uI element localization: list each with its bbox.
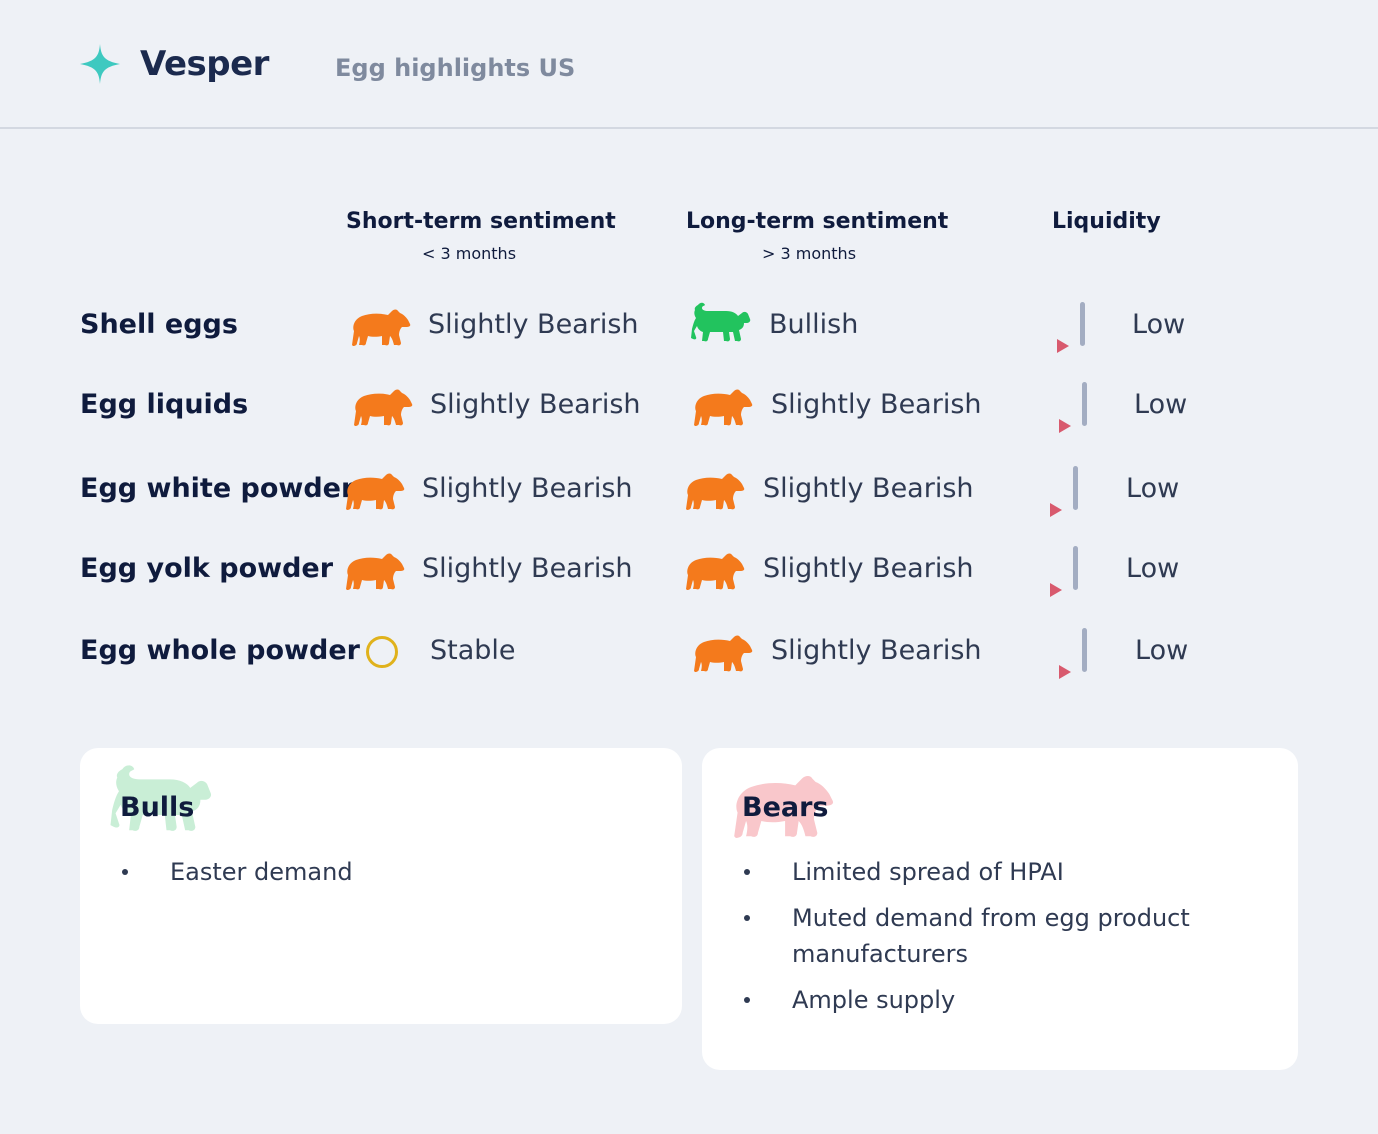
liquidity-marker-icon — [1059, 419, 1071, 433]
liquidity-bar-icon — [1073, 546, 1078, 590]
bulls-card: Bulls Easter demand — [80, 748, 682, 1024]
list-item: Limited spread of HPAI — [792, 858, 1064, 886]
liquidity-value: Low — [1126, 553, 1180, 584]
liquidity-bar-icon — [1080, 302, 1085, 346]
row-label: Egg yolk powder — [80, 553, 334, 584]
bears-title: Bears — [742, 792, 829, 823]
row-label: Egg whole powder — [80, 635, 360, 666]
liquidity-bar-icon — [1082, 382, 1087, 426]
long-term-value: Slightly Bearish — [763, 473, 974, 504]
list-item: Ample supply — [792, 986, 956, 1014]
bear-icon — [688, 385, 754, 427]
bear-icon — [340, 469, 406, 511]
short-term-header: Short-term sentiment — [346, 209, 616, 234]
bullet-icon — [744, 915, 750, 921]
circle-icon — [366, 636, 398, 668]
bear-icon — [680, 469, 746, 511]
bull-icon — [686, 301, 752, 343]
liquidity-marker-icon — [1059, 665, 1071, 679]
long-term-value: Slightly Bearish — [771, 389, 982, 420]
bears-card: Bears Limited spread of HPAI Muted deman… — [702, 748, 1298, 1070]
bear-icon — [340, 549, 406, 591]
liquidity-bar-icon — [1082, 628, 1087, 672]
liquidity-value: Low — [1134, 389, 1188, 420]
short-term-value: Slightly Bearish — [422, 553, 633, 584]
short-term-subheader: < 3 months — [422, 244, 517, 263]
short-term-value: Slightly Bearish — [422, 473, 633, 504]
long-term-subheader: > 3 months — [762, 244, 857, 263]
page-title: Egg highlights US — [335, 54, 576, 82]
row-label: Egg white powder — [80, 473, 355, 504]
bear-icon — [348, 385, 414, 427]
bear-icon — [680, 549, 746, 591]
bulls-title: Bulls — [120, 792, 195, 823]
liquidity-marker-icon — [1050, 503, 1062, 517]
long-term-header: Long-term sentiment — [686, 209, 949, 234]
brand-name[interactable]: Vesper — [140, 44, 269, 84]
bear-icon — [688, 631, 754, 673]
row-label: Shell eggs — [80, 309, 238, 340]
bullet-icon — [744, 997, 750, 1003]
short-term-value: Slightly Bearish — [430, 389, 641, 420]
list-item: Muted demand from egg product manufactur… — [792, 904, 1190, 968]
liquidity-marker-icon — [1050, 583, 1062, 597]
sparkle-star-icon — [80, 44, 120, 84]
short-term-value: Slightly Bearish — [428, 309, 639, 340]
liquidity-marker-icon — [1057, 339, 1069, 353]
liquidity-value: Low — [1126, 473, 1180, 504]
liquidity-header: Liquidity — [1052, 209, 1161, 234]
list-item: Easter demand — [170, 858, 353, 886]
long-term-value: Bullish — [769, 309, 859, 340]
liquidity-value: Low — [1132, 309, 1186, 340]
bullet-icon — [122, 869, 128, 875]
long-term-value: Slightly Bearish — [763, 553, 974, 584]
short-term-value: Stable — [430, 635, 516, 666]
header-bar: Vesper Egg highlights US — [0, 0, 1378, 129]
row-label: Egg liquids — [80, 389, 249, 420]
liquidity-bar-icon — [1073, 466, 1078, 510]
liquidity-value: Low — [1135, 635, 1189, 666]
bullet-icon — [744, 869, 750, 875]
bear-icon — [346, 305, 412, 347]
long-term-value: Slightly Bearish — [771, 635, 982, 666]
